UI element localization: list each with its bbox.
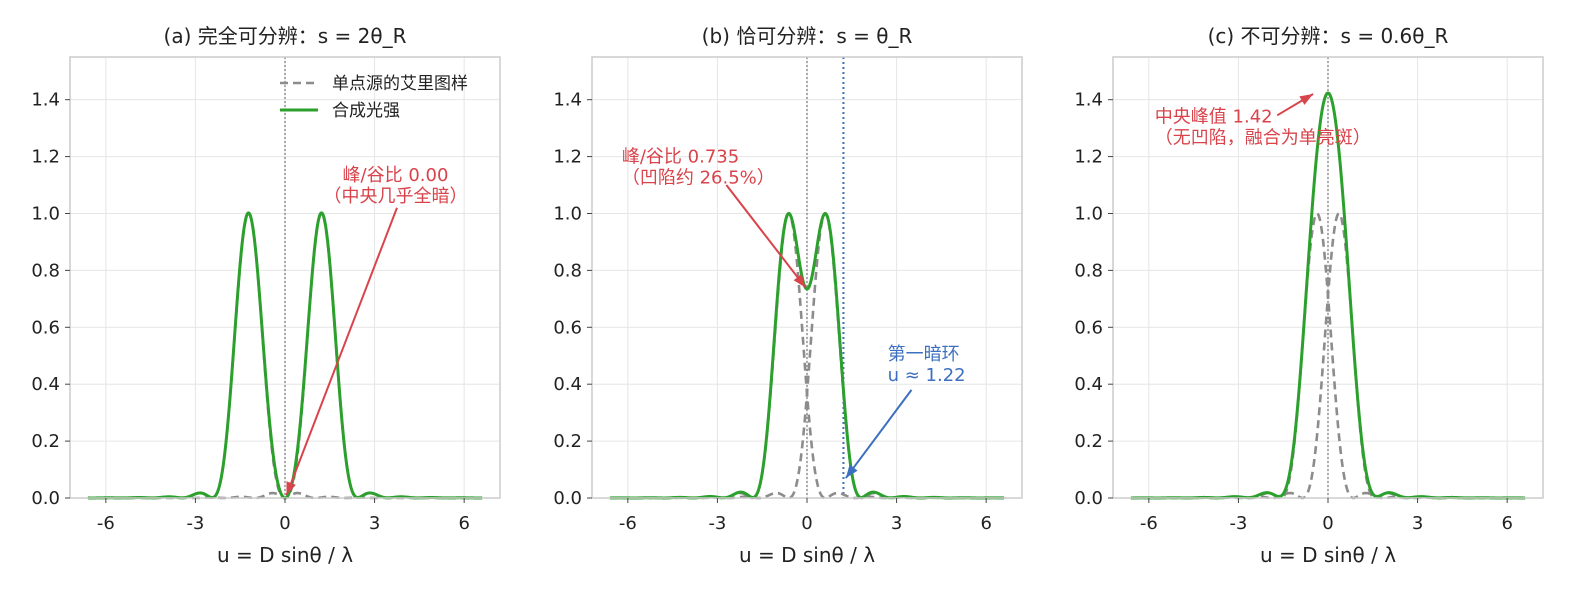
y-tick-label: 1.0 bbox=[1074, 203, 1103, 224]
y-tick-label: 0.4 bbox=[1074, 374, 1103, 395]
x-tick-label: -6 bbox=[1140, 513, 1158, 534]
x-tick-label: -3 bbox=[186, 513, 204, 534]
chart-title: (c) 不可分辨：s = 0.6θ_R bbox=[1208, 24, 1449, 48]
chart-title: (a) 完全可分辨：s = 2θ_R bbox=[164, 24, 407, 48]
y-tick-label: 1.2 bbox=[1074, 147, 1103, 168]
x-tick-label: -6 bbox=[619, 513, 637, 534]
annotation-text: 峰/谷比 0.00 （中央几乎全暗） bbox=[323, 165, 467, 207]
y-tick-label: 1.0 bbox=[31, 203, 60, 224]
chart-panel-1: -6 -3 0 3 6 0.0 0.2 0.4 0.6 0.8 1.0 1.2 1.4 (a) 完全可分辨… bbox=[31, 24, 501, 567]
y-tick-label: 1.0 bbox=[553, 203, 582, 224]
x-tick-label: -6 bbox=[97, 513, 115, 534]
x-tick-label: 3 bbox=[891, 513, 902, 534]
x-axis-label: u = D sinθ / λ bbox=[739, 543, 875, 567]
legend-label-single: 单点源的艾里图样 bbox=[332, 74, 468, 94]
y-tick-label: 0.0 bbox=[553, 488, 582, 509]
x-axis-label: u = D sinθ / λ bbox=[217, 543, 353, 567]
y-tick-label: 0.2 bbox=[1074, 431, 1103, 452]
chart-panel-3: -6 -3 0 3 6 0.0 0.2 0.4 0.6 0.8 1.0 1.2 1.4 (c) 不可分辨：… bbox=[1074, 24, 1544, 567]
y-tick-label: 1.4 bbox=[31, 90, 60, 111]
annotation-text: 峰/谷比 0.735 （凹陷约 26.5%） bbox=[622, 146, 775, 188]
y-tick-label: 0.6 bbox=[31, 317, 60, 338]
y-tick-label: 0.8 bbox=[31, 260, 60, 281]
annotation-arrow-head bbox=[1299, 93, 1314, 105]
annotation-text: 第一暗环 u ≈ 1.22 bbox=[888, 344, 966, 386]
annotation-arrow-line bbox=[725, 184, 807, 289]
x-tick-label: 6 bbox=[458, 513, 469, 534]
y-tick-label: 1.4 bbox=[1074, 90, 1103, 111]
y-tick-label: 0.6 bbox=[1074, 317, 1103, 338]
y-tick-label: 0.4 bbox=[553, 374, 582, 395]
legend-label-combined: 合成光强 bbox=[332, 101, 400, 121]
annotation-arrow-line bbox=[845, 389, 913, 479]
x-tick-label: -3 bbox=[1229, 513, 1247, 534]
y-tick-label: 0.0 bbox=[31, 488, 60, 509]
y-tick-label: 0.2 bbox=[553, 431, 582, 452]
annotation-arrow-head bbox=[793, 274, 806, 288]
x-tick-label: 3 bbox=[1412, 513, 1423, 534]
y-tick-label: 1.4 bbox=[553, 90, 582, 111]
annotation-2: 第一暗环 u ≈ 1.22 bbox=[845, 344, 966, 479]
y-tick-label: 0.8 bbox=[553, 260, 582, 281]
y-tick-label: 0.6 bbox=[553, 317, 582, 338]
x-tick-label: 0 bbox=[1322, 513, 1333, 534]
y-tick-label: 0.8 bbox=[1074, 260, 1103, 281]
x-tick-label: 3 bbox=[369, 513, 380, 534]
annotation-arrow-head bbox=[286, 481, 296, 496]
x-tick-label: 6 bbox=[1501, 513, 1512, 534]
y-tick-label: 0.4 bbox=[31, 374, 60, 395]
annotation-arrow-line bbox=[285, 207, 398, 496]
x-tick-label: 0 bbox=[279, 513, 290, 534]
annotation-1: 中央峰值 1.42 （无凹陷，融合为单亮斑） bbox=[1155, 93, 1371, 148]
y-tick-label: 1.2 bbox=[31, 147, 60, 168]
chart-panel-2: -6 -3 0 3 6 0.0 0.2 0.4 0.6 0.8 1.0 1.2 1.4 (b) 恰可分辨：… bbox=[553, 24, 1023, 567]
x-tick-label: -3 bbox=[708, 513, 726, 534]
x-axis-label: u = D sinθ / λ bbox=[1260, 543, 1396, 567]
x-tick-label: 0 bbox=[801, 513, 812, 534]
chart-title: (b) 恰可分辨：s = θ_R bbox=[702, 24, 913, 48]
y-tick-label: 0.0 bbox=[1074, 488, 1103, 509]
y-tick-label: 0.2 bbox=[31, 431, 60, 452]
annotation-text: 中央峰值 1.42 （无凹陷，融合为单亮斑） bbox=[1155, 106, 1371, 148]
annotation-1: 峰/谷比 0.00 （中央几乎全暗） bbox=[285, 165, 467, 496]
y-tick-label: 1.2 bbox=[553, 147, 582, 168]
x-tick-label: 6 bbox=[980, 513, 991, 534]
annotation-1: 峰/谷比 0.735 （凹陷约 26.5%） bbox=[622, 146, 807, 289]
annotation-arrow-head bbox=[845, 464, 858, 479]
